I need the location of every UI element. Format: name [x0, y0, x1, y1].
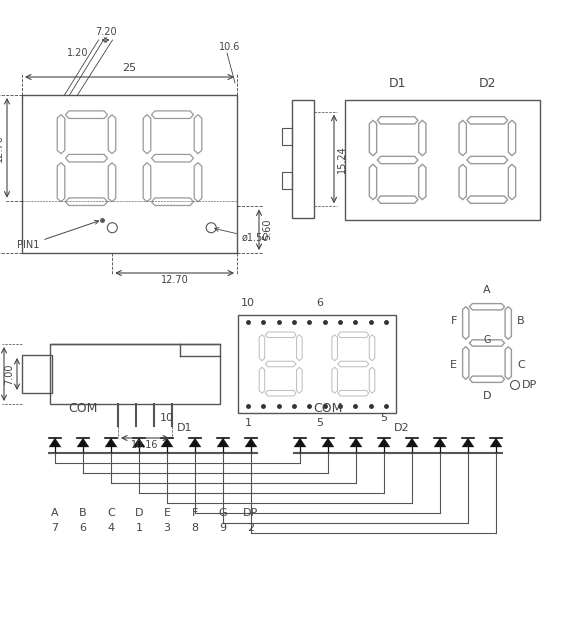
Text: B: B: [517, 316, 525, 327]
Text: 1: 1: [136, 523, 142, 533]
Text: 8.00: 8.00: [0, 363, 1, 385]
Polygon shape: [378, 438, 390, 447]
Bar: [22, 355, 52, 393]
Text: 10: 10: [241, 298, 255, 308]
Text: 7.00: 7.00: [4, 363, 14, 385]
Text: C: C: [107, 508, 115, 518]
Text: F: F: [450, 316, 457, 327]
Text: G: G: [483, 335, 491, 345]
Text: E: E: [163, 508, 171, 518]
Bar: [238, 315, 396, 413]
Bar: [282, 128, 292, 145]
Polygon shape: [105, 438, 117, 447]
Text: 12.70: 12.70: [161, 275, 188, 285]
Text: 6: 6: [316, 298, 324, 308]
Bar: [292, 100, 314, 218]
Text: 12.70: 12.70: [0, 134, 4, 161]
Bar: [22, 95, 237, 253]
Text: 10.16: 10.16: [131, 440, 159, 450]
Text: DP: DP: [243, 508, 259, 518]
Bar: [282, 172, 292, 188]
Polygon shape: [161, 438, 173, 447]
Text: 10.6: 10.6: [219, 42, 240, 52]
Text: B: B: [79, 508, 87, 518]
Polygon shape: [294, 438, 306, 447]
Text: 6: 6: [80, 523, 86, 533]
Text: 1.20: 1.20: [67, 48, 88, 58]
Polygon shape: [245, 438, 257, 447]
Text: 7: 7: [52, 523, 58, 533]
Bar: [345, 100, 540, 220]
Text: 5: 5: [380, 413, 388, 423]
Text: E: E: [450, 360, 457, 369]
Text: 9: 9: [219, 523, 227, 533]
Text: 25: 25: [122, 63, 136, 73]
Text: D2: D2: [479, 77, 496, 90]
Text: 5.60: 5.60: [262, 219, 272, 241]
Text: 2: 2: [247, 523, 255, 533]
Polygon shape: [77, 438, 89, 447]
Polygon shape: [133, 438, 145, 447]
Text: ø1.50: ø1.50: [215, 228, 269, 243]
Text: A: A: [483, 285, 491, 295]
Text: A: A: [51, 508, 59, 518]
Bar: [50, 344, 220, 404]
Polygon shape: [189, 438, 201, 447]
Polygon shape: [217, 438, 229, 447]
Polygon shape: [49, 438, 61, 447]
Polygon shape: [462, 438, 474, 447]
Text: 15.24: 15.24: [337, 145, 347, 173]
Text: 1: 1: [245, 418, 251, 428]
Text: DP: DP: [522, 380, 537, 390]
Text: D: D: [135, 508, 143, 518]
Polygon shape: [434, 438, 446, 447]
Text: C: C: [517, 360, 525, 369]
Text: D1: D1: [389, 77, 406, 90]
Polygon shape: [350, 438, 362, 447]
Polygon shape: [322, 438, 334, 447]
Text: 10: 10: [160, 413, 174, 423]
Text: COM: COM: [68, 402, 98, 415]
Text: F: F: [192, 508, 198, 518]
Text: D: D: [483, 391, 491, 401]
Text: 7.20: 7.20: [96, 27, 117, 37]
Text: 3: 3: [163, 523, 171, 533]
Polygon shape: [490, 438, 502, 447]
Text: D1: D1: [177, 423, 192, 433]
Text: PIN1: PIN1: [17, 220, 99, 250]
Text: D2: D2: [394, 423, 410, 433]
Text: 5: 5: [316, 418, 324, 428]
Text: 8: 8: [191, 523, 199, 533]
Text: G: G: [219, 508, 227, 518]
Text: 4: 4: [108, 523, 114, 533]
Text: COM: COM: [313, 402, 343, 415]
Polygon shape: [406, 438, 418, 447]
